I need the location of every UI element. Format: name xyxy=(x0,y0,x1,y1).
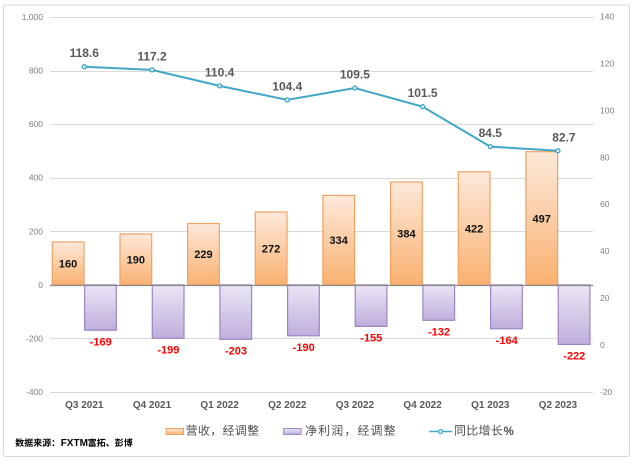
svg-text:190: 190 xyxy=(127,254,145,266)
svg-text:109.5: 109.5 xyxy=(340,68,370,82)
svg-text:229: 229 xyxy=(194,249,212,261)
svg-text:20: 20 xyxy=(600,293,610,303)
svg-text:Q4 2021: Q4 2021 xyxy=(133,400,172,411)
svg-text:Q3 2022: Q3 2022 xyxy=(336,400,375,411)
svg-text:-164: -164 xyxy=(496,335,519,347)
svg-text:200: 200 xyxy=(29,226,43,236)
svg-text:104.4: 104.4 xyxy=(272,79,302,93)
svg-text:140: 140 xyxy=(600,12,614,22)
svg-text:-20: -20 xyxy=(600,387,613,397)
svg-text:100: 100 xyxy=(600,105,614,115)
svg-text:-203: -203 xyxy=(225,345,247,357)
svg-text:82.7: 82.7 xyxy=(552,130,576,144)
svg-text:-169: -169 xyxy=(90,336,112,348)
svg-text:0: 0 xyxy=(38,280,43,290)
svg-text:600: 600 xyxy=(29,119,43,129)
svg-text:-190: -190 xyxy=(293,342,315,354)
svg-text:84.5: 84.5 xyxy=(479,126,503,140)
svg-text:160: 160 xyxy=(59,258,77,270)
svg-text:272: 272 xyxy=(262,243,280,255)
svg-text:800: 800 xyxy=(29,66,43,76)
svg-text:-199: -199 xyxy=(157,344,179,356)
svg-text:-400: -400 xyxy=(26,387,43,397)
svg-text:-200: -200 xyxy=(26,333,43,343)
svg-text:Q1 2022: Q1 2022 xyxy=(200,400,239,411)
svg-text:497: 497 xyxy=(533,213,551,225)
svg-text:334: 334 xyxy=(330,235,349,247)
svg-text:40: 40 xyxy=(600,246,610,256)
svg-text:-222: -222 xyxy=(563,351,585,363)
svg-text:Q2 2022: Q2 2022 xyxy=(268,400,307,411)
svg-text:118.6: 118.6 xyxy=(70,46,100,60)
svg-text:400: 400 xyxy=(29,173,43,183)
svg-text:Q2 2023: Q2 2023 xyxy=(539,400,578,411)
svg-text:80: 80 xyxy=(600,152,610,162)
svg-text:Q3 2021: Q3 2021 xyxy=(65,400,104,411)
svg-text:FXTM: FXTM xyxy=(61,438,88,449)
svg-text:%: % xyxy=(504,426,514,438)
svg-text:120: 120 xyxy=(600,58,614,68)
svg-text:110.4: 110.4 xyxy=(205,65,235,79)
svg-text:117.2: 117.2 xyxy=(137,49,167,63)
svg-text:-155: -155 xyxy=(360,333,382,345)
svg-text:Q4 2022: Q4 2022 xyxy=(403,400,442,411)
svg-text:0: 0 xyxy=(600,340,605,350)
svg-text:1,000: 1,000 xyxy=(22,12,44,22)
svg-text:422: 422 xyxy=(465,223,483,235)
svg-text:-132: -132 xyxy=(428,326,450,338)
svg-text:101.5: 101.5 xyxy=(408,86,438,100)
svg-text:Q1 2023: Q1 2023 xyxy=(471,400,510,411)
svg-text:60: 60 xyxy=(600,199,610,209)
svg-text:384: 384 xyxy=(397,228,416,240)
